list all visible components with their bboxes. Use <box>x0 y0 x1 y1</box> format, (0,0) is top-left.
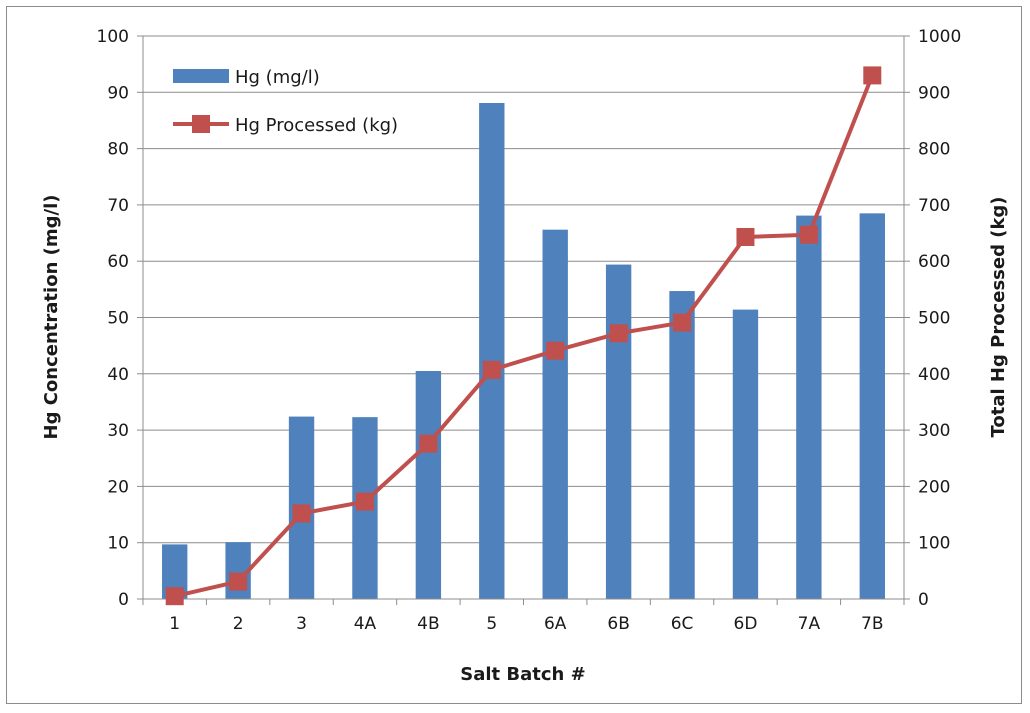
line-point <box>229 572 248 591</box>
y2-tick-label: 700 <box>918 196 950 216</box>
line-path <box>174 74 875 599</box>
x-tick-label: 7B <box>861 614 883 634</box>
y-tick-label: 10 <box>107 534 129 554</box>
y-tick-label: 100 <box>97 27 129 47</box>
y-tick-label: 0 <box>118 590 129 610</box>
y-tick-label: 40 <box>107 365 129 385</box>
y2-tick-label: 0 <box>918 590 929 610</box>
x-tick-label: 4A <box>354 614 377 634</box>
x-tick-label: 3 <box>296 614 307 634</box>
line-point <box>736 227 755 246</box>
line-point <box>546 341 565 360</box>
y2-tick-label: 1000 <box>918 27 961 47</box>
x-tick-label: 7A <box>798 614 821 634</box>
line-point <box>609 324 628 343</box>
x-tick-label: 6A <box>544 614 567 634</box>
x-tick-label: 6B <box>607 614 629 634</box>
line-point <box>863 66 882 85</box>
y2-tick-label: 300 <box>918 421 950 441</box>
x-tick-label: 6C <box>671 614 694 634</box>
y-tick-label: 90 <box>107 83 129 103</box>
legend: Hg (mg/l) Hg Processed (kg) <box>173 67 398 136</box>
y2-tick-label: 900 <box>918 83 950 103</box>
bar <box>732 309 759 599</box>
y2-axis-title: Total Hg Processed (kg) <box>988 196 1009 437</box>
gridlines <box>143 35 904 544</box>
line-point <box>165 587 184 606</box>
line-point <box>673 313 692 332</box>
y-tick-label: 30 <box>107 421 129 441</box>
bar <box>796 215 822 600</box>
x-tick-label: 1 <box>169 614 180 634</box>
line-series <box>165 66 882 606</box>
bar <box>605 264 632 599</box>
y-tick-label: 50 <box>107 309 129 329</box>
legend-swatch-marker <box>192 115 210 133</box>
y-tick-label: 20 <box>107 477 129 497</box>
y2-tick-label: 200 <box>918 477 950 497</box>
bar <box>669 291 695 599</box>
bar <box>479 102 505 599</box>
bar <box>415 370 442 599</box>
y2-tick-label: 600 <box>918 252 950 272</box>
combo-chart: 0102030405060708090100010020030040050060… <box>41 27 1009 685</box>
line-point <box>292 504 311 523</box>
y2-tick-label: 100 <box>918 534 950 554</box>
legend-label-line: Hg Processed (kg) <box>235 115 398 136</box>
legend-label-bar: Hg (mg/l) <box>235 67 320 88</box>
x-tick-label: 6D <box>734 614 758 634</box>
x-tick-label: 4B <box>417 614 439 634</box>
y2-tick-label: 400 <box>918 365 950 385</box>
y2-tick-label: 800 <box>918 140 950 160</box>
axes <box>137 35 910 605</box>
legend-swatch-bar <box>173 69 229 83</box>
y-tick-label: 70 <box>107 196 129 216</box>
y2-tick-label: 500 <box>918 309 950 329</box>
chart-frame: 0 10 20 30 40 50 60 70 80 90 100 0 100 200 300 400 500 60… <box>6 6 1022 704</box>
line-point <box>419 434 438 453</box>
line-point <box>482 360 501 379</box>
line-point <box>355 492 374 511</box>
tick-labels: 0102030405060708090100010020030040050060… <box>97 27 962 634</box>
x-tick-label: 2 <box>233 614 244 634</box>
y-tick-label: 80 <box>107 140 129 160</box>
x-axis-title: Salt Batch # <box>460 664 585 685</box>
x-tick-label: 5 <box>486 614 497 634</box>
y-axis-title: Hg Concentration (mg/l) <box>41 195 62 440</box>
y-tick-label: 60 <box>107 252 129 272</box>
bar-series <box>162 102 885 600</box>
bar <box>859 213 885 599</box>
line-point <box>799 225 818 244</box>
bar <box>542 229 568 599</box>
